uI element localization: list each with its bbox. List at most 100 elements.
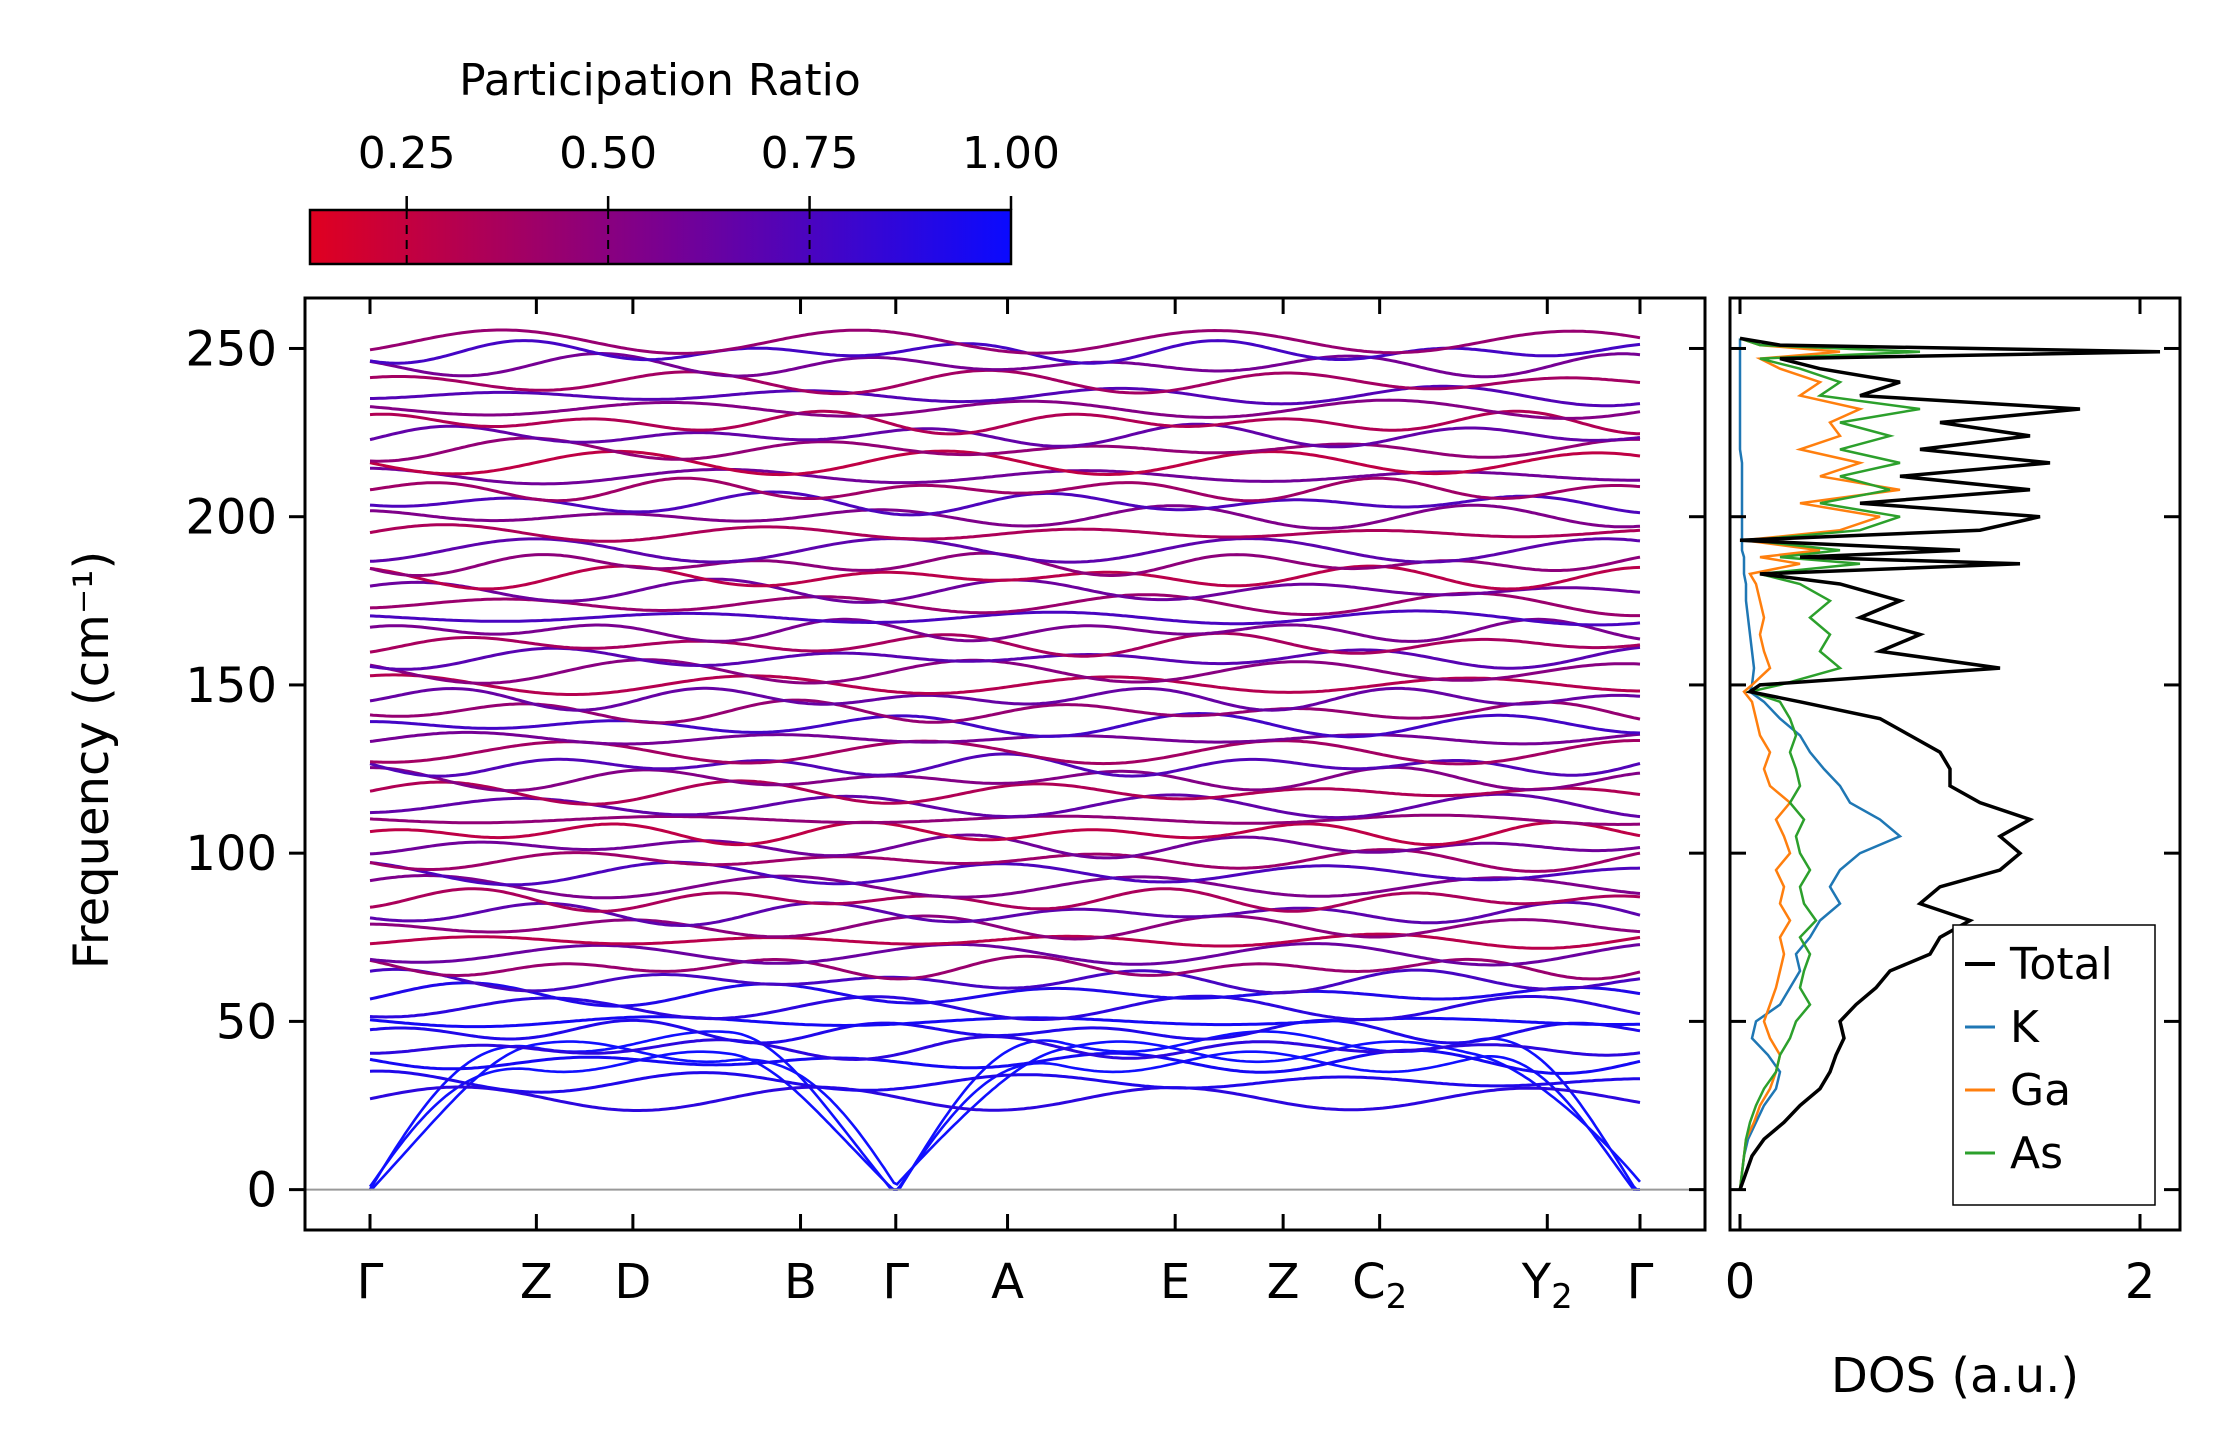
optical-band [369, 967, 1641, 995]
optical-band [369, 860, 1641, 887]
kpoint-label: Γ [882, 1254, 909, 1310]
optical-band [369, 887, 1641, 913]
y-tick-label: 250 [185, 321, 277, 377]
optical-band [369, 954, 1641, 981]
optical-band [369, 932, 1641, 950]
dos-x-axis-label: DOS (a.u.) [1831, 1348, 2079, 1404]
optical-band [369, 981, 1641, 1008]
optical-band [369, 449, 1641, 477]
optical-band [369, 490, 1641, 517]
kpoint-label: Z [1267, 1254, 1300, 1310]
y-tick-label: 100 [185, 826, 277, 882]
optical-band [369, 503, 1641, 530]
optical-band [369, 686, 1641, 712]
dos-line-total [1738, 336, 2161, 1191]
optical-band [369, 617, 1641, 643]
optical-band [369, 631, 1641, 658]
optical-band [369, 1085, 1641, 1112]
optical-band [369, 564, 1641, 591]
optical-band [369, 730, 1641, 746]
dos-line-ga [1738, 337, 1901, 1190]
colorbar-gradient [308, 208, 1013, 266]
optical-band [369, 900, 1641, 927]
kpoint-label: Y2 [1521, 1254, 1573, 1317]
optical-band [370, 765, 1641, 793]
kpoint-label: Γ [1627, 1254, 1654, 1310]
colorbar-ticks: 0.25 0.50 0.75 1.00 [358, 128, 1060, 264]
optical-band [369, 368, 1641, 396]
dos-y-ticks [1730, 346, 2180, 1192]
dos-legend: Total K Ga As [1952, 924, 2156, 1206]
optical-band [369, 942, 1641, 967]
optical-band [369, 422, 1641, 449]
optical-band [369, 339, 1641, 365]
optical-band [369, 1018, 1641, 1045]
optical-band [369, 577, 1641, 604]
band-y-ticks: 0 50 100 150 200 250 [185, 321, 1705, 1219]
band-lines [368, 328, 1641, 1191]
dos-x-tick-label: 0 [1725, 1254, 1756, 1310]
optical-band [370, 466, 1640, 486]
kpoint-label: C2 [1352, 1254, 1407, 1317]
optical-band [369, 591, 1640, 618]
kpoint-label: E [1160, 1254, 1190, 1310]
colorbar-tick-label: 0.50 [559, 128, 657, 179]
optical-band [370, 1035, 1641, 1062]
kpoint-label: D [614, 1254, 651, 1310]
optical-band [369, 523, 1641, 543]
optical-band [369, 820, 1641, 847]
band-kpoint-ticks: Γ Z D B Γ A E Z C2 Y2 Γ [357, 298, 1654, 1317]
optical-band [370, 914, 1641, 941]
legend-label: As [2010, 1128, 2063, 1179]
y-axis-label: Frequency (cm⁻¹) [64, 551, 120, 969]
y-tick-label: 150 [185, 658, 277, 714]
colorbar-tick-label: 0.75 [761, 128, 859, 179]
kpoint-label: Z [520, 1254, 553, 1310]
optical-band [369, 352, 1641, 379]
optical-band [369, 609, 1641, 627]
optical-band [370, 711, 1641, 739]
dos-axes-frame [1728, 296, 2182, 1232]
optical-band [369, 658, 1641, 685]
optical-band [369, 537, 1641, 564]
optical-band [369, 645, 1641, 671]
y-tick-label: 200 [185, 490, 277, 546]
kpoint-label: B [784, 1254, 817, 1310]
y-tick-label: 0 [246, 1163, 277, 1219]
colorbar-label: Participation Ratio [459, 55, 861, 106]
acoustic-band [369, 1040, 1641, 1191]
dos-lines [1738, 336, 2161, 1191]
y-tick-label: 50 [216, 994, 277, 1050]
acoustic-band [368, 1050, 1640, 1191]
band-structure-panel: 0 50 100 150 200 250 Γ Z D B Γ A E Z C2 Y2 Γ Frequency … [64, 296, 1707, 1317]
kpoint-label: A [991, 1254, 1024, 1310]
optical-band [370, 384, 1641, 408]
colorbar-tick-label: 1.00 [962, 128, 1060, 179]
legend-frame [1952, 924, 2156, 1206]
dos-x-tick-label: 2 [2125, 1254, 2156, 1310]
optical-band [369, 476, 1641, 503]
legend-label: Total [2009, 939, 2113, 990]
optical-band [369, 994, 1641, 1022]
kpoint-label: Γ [357, 1254, 384, 1310]
optical-band [369, 409, 1641, 436]
dos-line-as [1738, 337, 1921, 1190]
optical-band [369, 779, 1641, 806]
optical-band [369, 436, 1640, 463]
optical-band [369, 1069, 1641, 1094]
optical-band [369, 673, 1640, 696]
legend-label: Ga [2010, 1065, 2071, 1116]
optical-band [369, 398, 1641, 420]
optical-band [369, 328, 1641, 355]
band-axes-frame [303, 296, 1707, 1232]
dos-line-k [1738, 338, 1903, 1190]
legend-label: K [2010, 1002, 2040, 1053]
colorbar: Participation Ratio 0.25 0.50 0.75 1.00 [308, 55, 1060, 266]
optical-band [369, 848, 1641, 873]
optical-band [369, 1048, 1641, 1075]
colorbar-tick-label: 0.25 [358, 128, 456, 179]
optical-band [369, 874, 1641, 900]
